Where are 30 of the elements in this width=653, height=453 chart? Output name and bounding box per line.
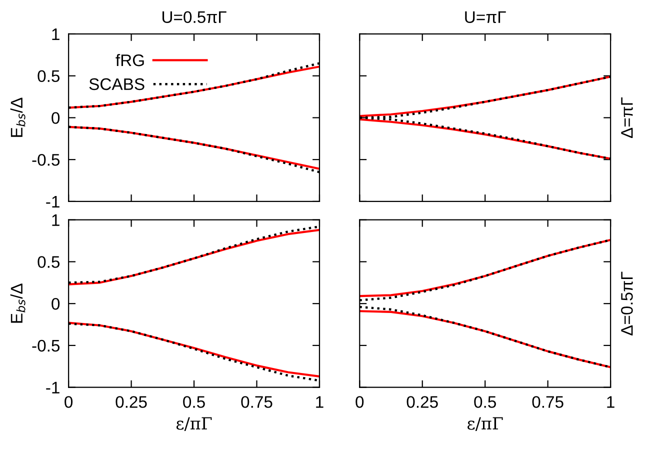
y-tick-label: -0.5 bbox=[32, 154, 60, 166]
x-tick-label: 0.5 bbox=[183, 396, 205, 408]
y-tick-label: -0.5 bbox=[32, 340, 60, 352]
y-tick-label: 1 bbox=[52, 214, 60, 226]
x-tick-label: 0.5 bbox=[474, 396, 496, 408]
x-tick-label: 0.75 bbox=[532, 396, 564, 408]
y-axis-title: E$_{bs}$/Δ bbox=[10, 98, 26, 137]
x-tick-label: 0.25 bbox=[116, 396, 147, 408]
y-tick-label: 1 bbox=[52, 28, 60, 40]
chart-title: U=0.5πΓ bbox=[162, 11, 226, 24]
y-tick-label: -1 bbox=[46, 382, 60, 394]
x-tick-label: 1 bbox=[316, 396, 324, 408]
x-axis-title: ε/πΓ bbox=[468, 417, 503, 431]
y-tick-label: 0 bbox=[52, 112, 60, 124]
y-tick-label: 0.5 bbox=[38, 70, 60, 82]
y-tick-label: -1 bbox=[46, 196, 60, 208]
x-tick-label: 1 bbox=[607, 396, 614, 408]
y-tick-label: 0.5 bbox=[38, 256, 60, 268]
text: Δ=0.5πΓ bbox=[621, 272, 633, 336]
legend-label: SCABS bbox=[89, 78, 144, 90]
text: Δ=πΓ bbox=[621, 97, 633, 138]
chart-title: U=πΓ bbox=[465, 11, 506, 24]
x-tick-label: 0.25 bbox=[406, 396, 438, 408]
x-tick-label: 0.75 bbox=[241, 396, 272, 408]
y-axis-title: E$_{bs}$/Δ bbox=[10, 284, 26, 323]
x-axis-title: ε/πΓ bbox=[176, 417, 212, 431]
legend-label: fRG bbox=[116, 54, 144, 66]
x-tick-label: 0 bbox=[64, 396, 73, 408]
x-tick-label: 0 bbox=[356, 396, 364, 408]
y-tick-label: 0 bbox=[52, 298, 60, 310]
